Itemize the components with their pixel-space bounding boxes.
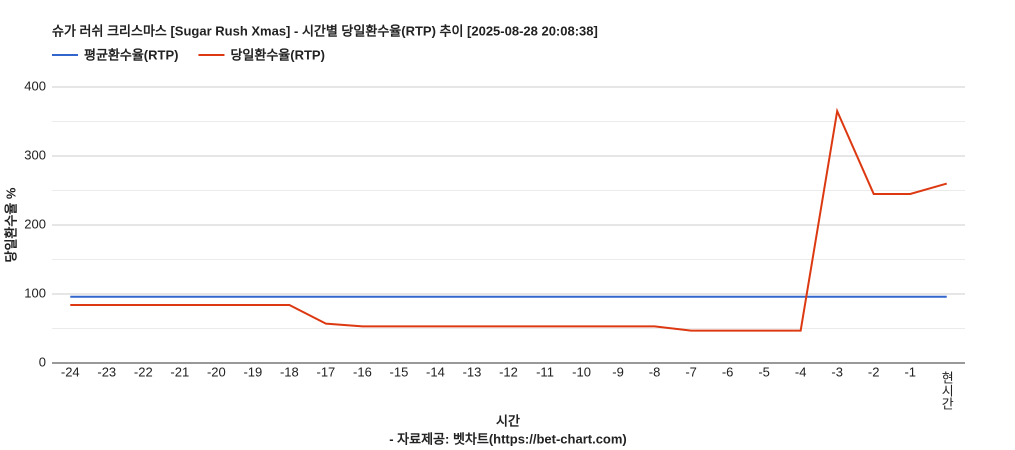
y-tick-label: 300 xyxy=(24,147,46,162)
source-note: - 자료제공: 벳차트(https://bet-chart.com) xyxy=(389,431,627,446)
x-tick-label: -12 xyxy=(499,364,518,379)
legend-text: 평균환수율(RTP) xyxy=(84,47,178,62)
x-tick-label: -8 xyxy=(649,364,661,379)
y-tick-label: 100 xyxy=(24,285,46,300)
x-tick-label: -4 xyxy=(795,364,807,379)
x-tick-label: -11 xyxy=(536,364,554,379)
x-tick-label: -18 xyxy=(280,364,299,379)
x-tick-label: -1 xyxy=(904,364,916,379)
x-tick-label: -21 xyxy=(170,364,189,379)
x-tick-label: -10 xyxy=(572,364,591,379)
x-tick-label: -19 xyxy=(243,364,262,379)
x-tick-label: -16 xyxy=(353,364,372,379)
chart-title: 슈가 러쉬 크리스마스 [Sugar Rush Xmas] - 시간별 당일환수… xyxy=(52,23,598,38)
y-axis-title: 당일환수율 % xyxy=(3,187,18,262)
x-tick-label: -24 xyxy=(61,364,80,379)
legend-text: 당일환수율(RTP) xyxy=(230,47,324,62)
y-tick-label: 0 xyxy=(39,354,46,369)
x-tick-label: -6 xyxy=(722,364,734,379)
x-tick-label: -14 xyxy=(426,364,445,379)
x-tick-label: -3 xyxy=(831,364,843,379)
x-tick-label: -2 xyxy=(868,364,880,379)
x-tick-label: -23 xyxy=(97,364,116,379)
x-tick-label: -15 xyxy=(390,364,409,379)
x-tick-label: -22 xyxy=(134,364,153,379)
x-tick-label: 현시간 xyxy=(939,371,954,410)
y-tick-label: 400 xyxy=(24,78,46,93)
x-tick-label: -5 xyxy=(758,364,770,379)
x-tick-label: -17 xyxy=(317,364,336,379)
y-tick-label: 200 xyxy=(24,216,46,231)
x-tick-label: -13 xyxy=(463,364,482,379)
x-tick-label: -20 xyxy=(207,364,226,379)
x-tick-label: -9 xyxy=(612,364,624,379)
series-line xyxy=(70,107,948,332)
x-axis-title: 시간 xyxy=(496,413,520,428)
x-tick-label: -7 xyxy=(685,364,697,379)
